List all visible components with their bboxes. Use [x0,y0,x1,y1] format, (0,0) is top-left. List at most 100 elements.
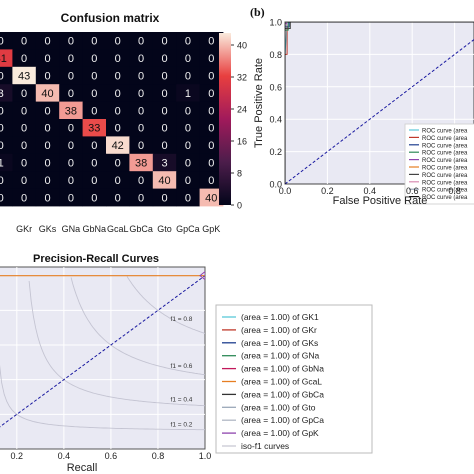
cm-value-r3-c0: 3 [0,88,4,100]
cm-cell-r3-c9 [199,84,224,102]
cm-cell-r3-c5 [106,84,130,102]
cm-cell-r7-c9 [199,153,224,172]
cm-cell-r0-c4 [82,32,107,50]
iso-f1-label-3: f1 = 0.2 [171,422,193,429]
roc-plot-area [284,21,474,185]
confusion-matrix-title: Confusion matrix [61,11,160,25]
roc-y-ticks: 1.0 0.8 0.6 0.4 0.2 0.0 [269,18,282,190]
pr-x-ticks: 0.2 0.4 0.6 0.8 1.0 [11,451,212,461]
cm-value-r6-c7: 0 [161,140,167,152]
cm-value-r0-c8: 0 [185,36,191,48]
cm-cell-r4-c2 [35,101,60,120]
roc-curve-6 [285,22,474,184]
cm-value-r1-c9: 0 [208,53,214,65]
cm-value-r7-c8: 0 [185,158,191,170]
roc-legend-entry-5: ROC curve (area [422,166,468,172]
cm-value-r6-c5: 42 [112,140,124,152]
cm-value-r5-c8: 0 [185,123,191,135]
cm-value-r4-c8: 0 [185,105,191,117]
cm-value-r4-c4: 0 [91,105,97,117]
cm-cell-r8-c5 [106,171,130,189]
cm-cell-r5-c5 [106,119,130,137]
roc-x-tick-0.6: 0.6 [406,186,419,196]
cm-cell-r5-c6 [129,119,154,137]
roc-legend-entry-9: ROC curve (area [422,195,468,201]
cm-value-r2-c5: 0 [115,71,121,83]
cm-cell-r9-c0 [0,188,13,207]
cm-cell-r7-c3 [59,153,83,172]
colorbar-tick-32: 32 [237,73,247,83]
cm-cell-r9-c9 [199,188,224,207]
cm-value-r6-c2: 0 [44,140,50,152]
cm-cell-r5-c0 [0,119,13,137]
cm-x-tick-gkr: GKr [16,224,32,234]
cm-value-r4-c7: 0 [161,105,167,117]
colorbar [219,33,231,205]
cm-value-r0-c7: 0 [161,36,167,48]
cm-value-r0-c6: 0 [138,36,144,48]
cm-value-r6-c8: 0 [185,140,191,152]
cm-cell-r8-c2 [35,171,60,189]
pr-legend-entry-9: (area = 1.00) of GpK [241,428,319,438]
cm-value-r2-c2: 0 [44,71,50,83]
cm-cell-r8-c7 [152,171,177,189]
cm-cell-r3-c2 [35,84,60,102]
cm-cell-r3-c7 [152,84,177,102]
cm-value-r6-c3: 0 [68,140,74,152]
roc-curves [285,22,474,184]
cm-cell-r9-c3 [59,188,83,207]
cm-cell-r5-c7 [152,119,177,137]
cm-cell-r4-c0 [0,101,13,120]
cm-value-r5-c3: 0 [68,123,74,135]
pr-x-axis-label: Recall [67,462,98,474]
cm-cell-r6-c8 [176,136,200,155]
pr-x-tick-0.2: 0.2 [11,451,24,461]
cm-cell-r0-c9 [199,32,224,50]
roc-y-axis-label: True Positive Rate [253,58,265,148]
pr-plot-area [0,266,206,450]
roc-x-tick-0.8: 0.8 [448,186,461,196]
cm-cell-r8-c1 [12,171,37,189]
confusion-matrix-values: 0000000000310000000000430000000030400000… [0,36,217,205]
cm-value-r5-c5: 0 [115,123,121,135]
roc-legend-entry-6: ROC curve (area [422,173,468,179]
precision-recall-panel: Precision-Recall Curves f1 = 0.8 f1 = 0.6… [0,253,373,474]
cm-value-r3-c1: 0 [21,88,27,100]
roc-legend-entry-0: ROC curve (area [422,129,468,135]
cm-value-r3-c3: 0 [68,88,74,100]
cm-value-r4-c3: 38 [65,105,77,117]
cm-cell-r3-c1 [12,84,37,102]
roc-x-tick-0.2: 0.2 [321,186,334,196]
roc-legend-entry-1: ROC curve (area [422,136,468,142]
cm-cell-r5-c4 [82,119,107,137]
cm-cell-r8-c8 [176,171,200,189]
cm-cell-r1-c2 [35,49,60,68]
roc-legend-entry-2: ROC curve (area [422,143,468,149]
cm-cell-r0-c5 [106,32,130,50]
roc-legend-entry-4: ROC curve (area [422,158,468,164]
cm-value-r0-c9: 0 [208,36,214,48]
cm-cell-r1-c3 [59,49,83,68]
cm-value-r9-c1: 0 [21,192,27,204]
cm-cell-r0-c8 [176,32,200,50]
cm-x-tick-gks: GKs [39,224,57,234]
cm-value-r8-c6: 0 [138,175,144,187]
cm-value-r2-c0: 0 [0,71,4,83]
cm-cell-r0-c3 [59,32,83,50]
roc-gridlines [285,22,474,184]
cm-value-r3-c5: 0 [115,88,121,100]
roc-y-tick-0.6: 0.6 [269,82,282,92]
cm-value-r5-c4: 33 [88,123,100,135]
cm-cell-r6-c2 [35,136,60,155]
iso-f1-curve-3 [0,364,205,431]
cm-cell-r4-c4 [82,101,107,120]
cm-value-r6-c0: 0 [0,140,4,152]
cm-value-r9-c4: 0 [91,192,97,204]
cm-cell-r7-c2 [35,153,60,172]
cm-cell-r1-c9 [199,49,224,68]
pr-legend-entry-4: (area = 1.00) of GbNa [241,364,324,374]
cm-cell-r2-c2 [35,66,60,85]
cm-value-r9-c0: 0 [0,192,4,204]
